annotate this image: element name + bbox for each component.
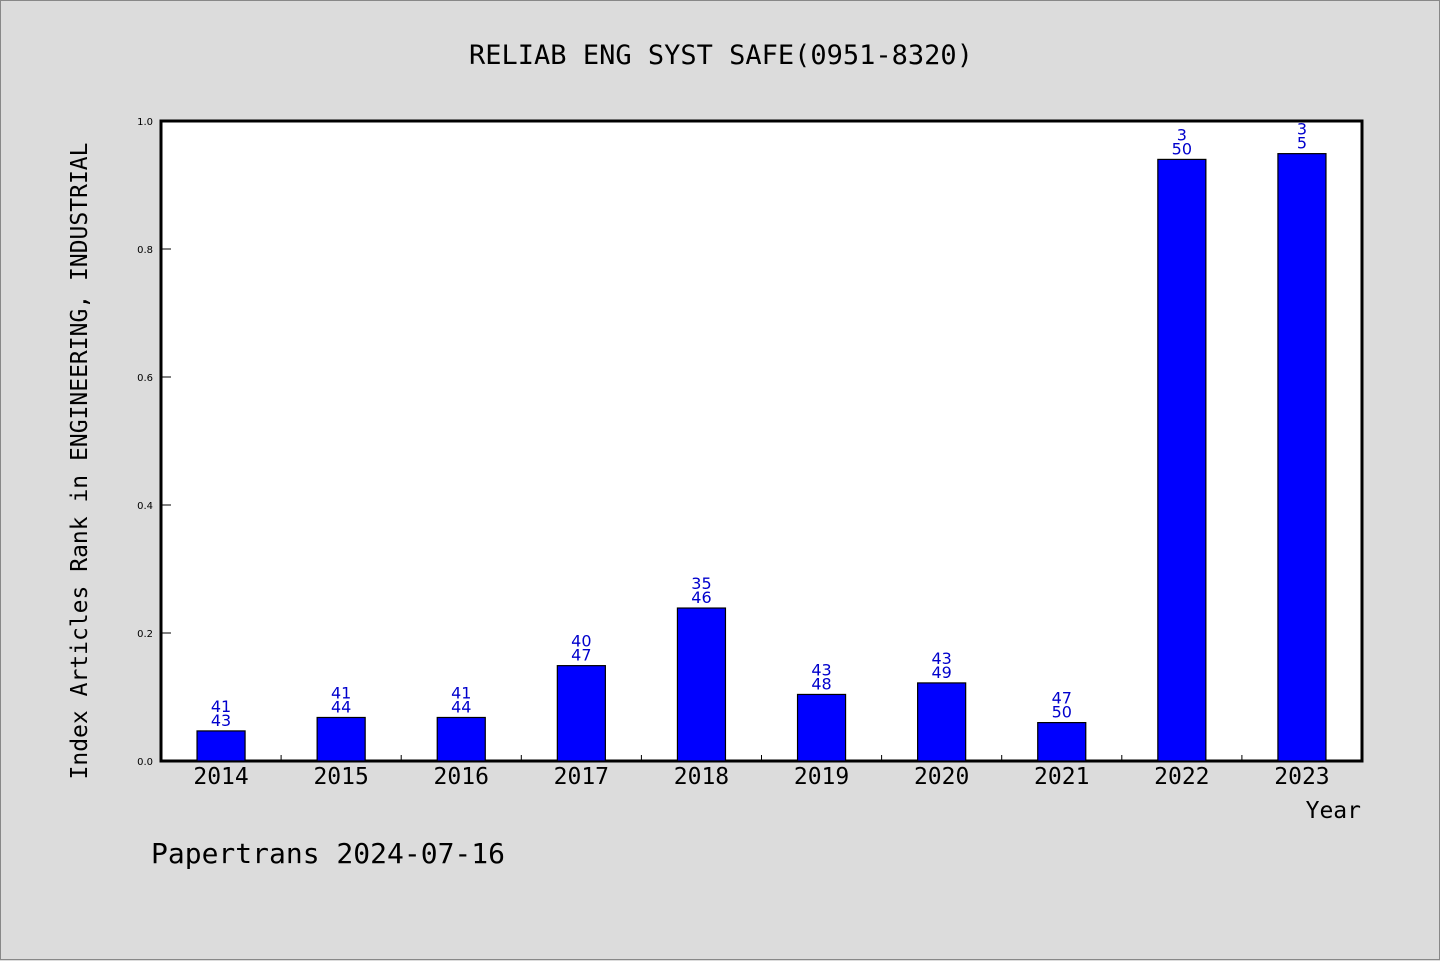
bar-2014 — [196, 730, 246, 762]
bar-2022 — [1157, 158, 1207, 762]
bar-label-total-2020: 49 — [931, 663, 951, 682]
bar-label-total-2014: 43 — [211, 711, 231, 730]
bar-label-total-2019: 48 — [811, 674, 831, 693]
bar-2018 — [676, 607, 727, 762]
footer-text: Papertrans 2024-07-16 — [151, 837, 505, 870]
bar-label-rank-2022: 3 — [1177, 125, 1187, 144]
bar-label-total-2017: 47 — [571, 646, 591, 665]
y-tick-label-1: 0.2 — [137, 629, 153, 640]
bar-label-rank-2020: 43 — [931, 649, 951, 668]
bar-label-rank-2019: 43 — [811, 660, 831, 679]
x-tick-label-2015: 2015 — [313, 764, 368, 790]
bar-label-total-2022: 50 — [1172, 139, 1192, 158]
bar-label-total-2023: 5 — [1297, 134, 1307, 153]
y-tick-label-0: 0.0 — [137, 757, 153, 768]
bar-2021 — [1037, 721, 1087, 762]
y-axis-label: Index Articles Rank in ENGINEERING, INDU… — [67, 143, 93, 780]
bar-label-total-2021: 50 — [1052, 703, 1072, 722]
x-tick-label-2017: 2017 — [554, 764, 609, 790]
bars-group — [196, 153, 1327, 762]
x-tick-label-2016: 2016 — [434, 764, 489, 790]
bar-label-rank-2017: 40 — [571, 632, 591, 651]
bar-2019 — [796, 693, 847, 762]
x-tick-label-2020: 2020 — [914, 764, 969, 790]
x-tick-label-2023: 2023 — [1274, 764, 1329, 790]
x-tick-label-2018: 2018 — [674, 764, 729, 790]
bar-label-rank-2014: 41 — [211, 697, 231, 716]
x-tick-label-2014: 2014 — [193, 764, 248, 790]
y-axis: 0.0 0.2 0.4 0.6 0.8 1.0 — [137, 117, 171, 768]
y-tick-label-3: 0.6 — [137, 373, 153, 384]
x-axis: 2014 2015 2016 2017 2018 2019 2020 2021 2022 2023 — [193, 755, 1330, 790]
bar-label-total-2018: 46 — [691, 588, 711, 607]
bar-label-total-2015: 44 — [331, 697, 351, 716]
y-tick-label-5: 1.0 — [137, 117, 153, 128]
y-tick-label-2: 0.4 — [137, 501, 153, 512]
x-tick-label-2019: 2019 — [794, 764, 849, 790]
bar-label-rank-2018: 35 — [691, 574, 711, 593]
x-axis-label: Year — [1306, 798, 1361, 824]
bar-2020 — [917, 682, 967, 762]
bar-2023 — [1277, 153, 1327, 762]
x-tick-label-2022: 2022 — [1154, 764, 1209, 790]
bar-label-rank-2016: 41 — [451, 683, 471, 702]
bar-label-rank-2023: 3 — [1297, 120, 1307, 139]
bar-2017 — [556, 665, 606, 762]
bar-2016 — [436, 716, 486, 762]
y-tick-label-4: 0.8 — [137, 245, 153, 256]
bar-label-total-2016: 44 — [451, 697, 471, 716]
x-tick-label-2021: 2021 — [1034, 764, 1089, 790]
bar-label-rank-2021: 47 — [1052, 689, 1072, 708]
bar-2015 — [316, 716, 366, 762]
bar-label-rank-2015: 41 — [331, 683, 351, 702]
chart-title: RELIAB ENG SYST SAFE(0951-8320) — [469, 40, 973, 71]
